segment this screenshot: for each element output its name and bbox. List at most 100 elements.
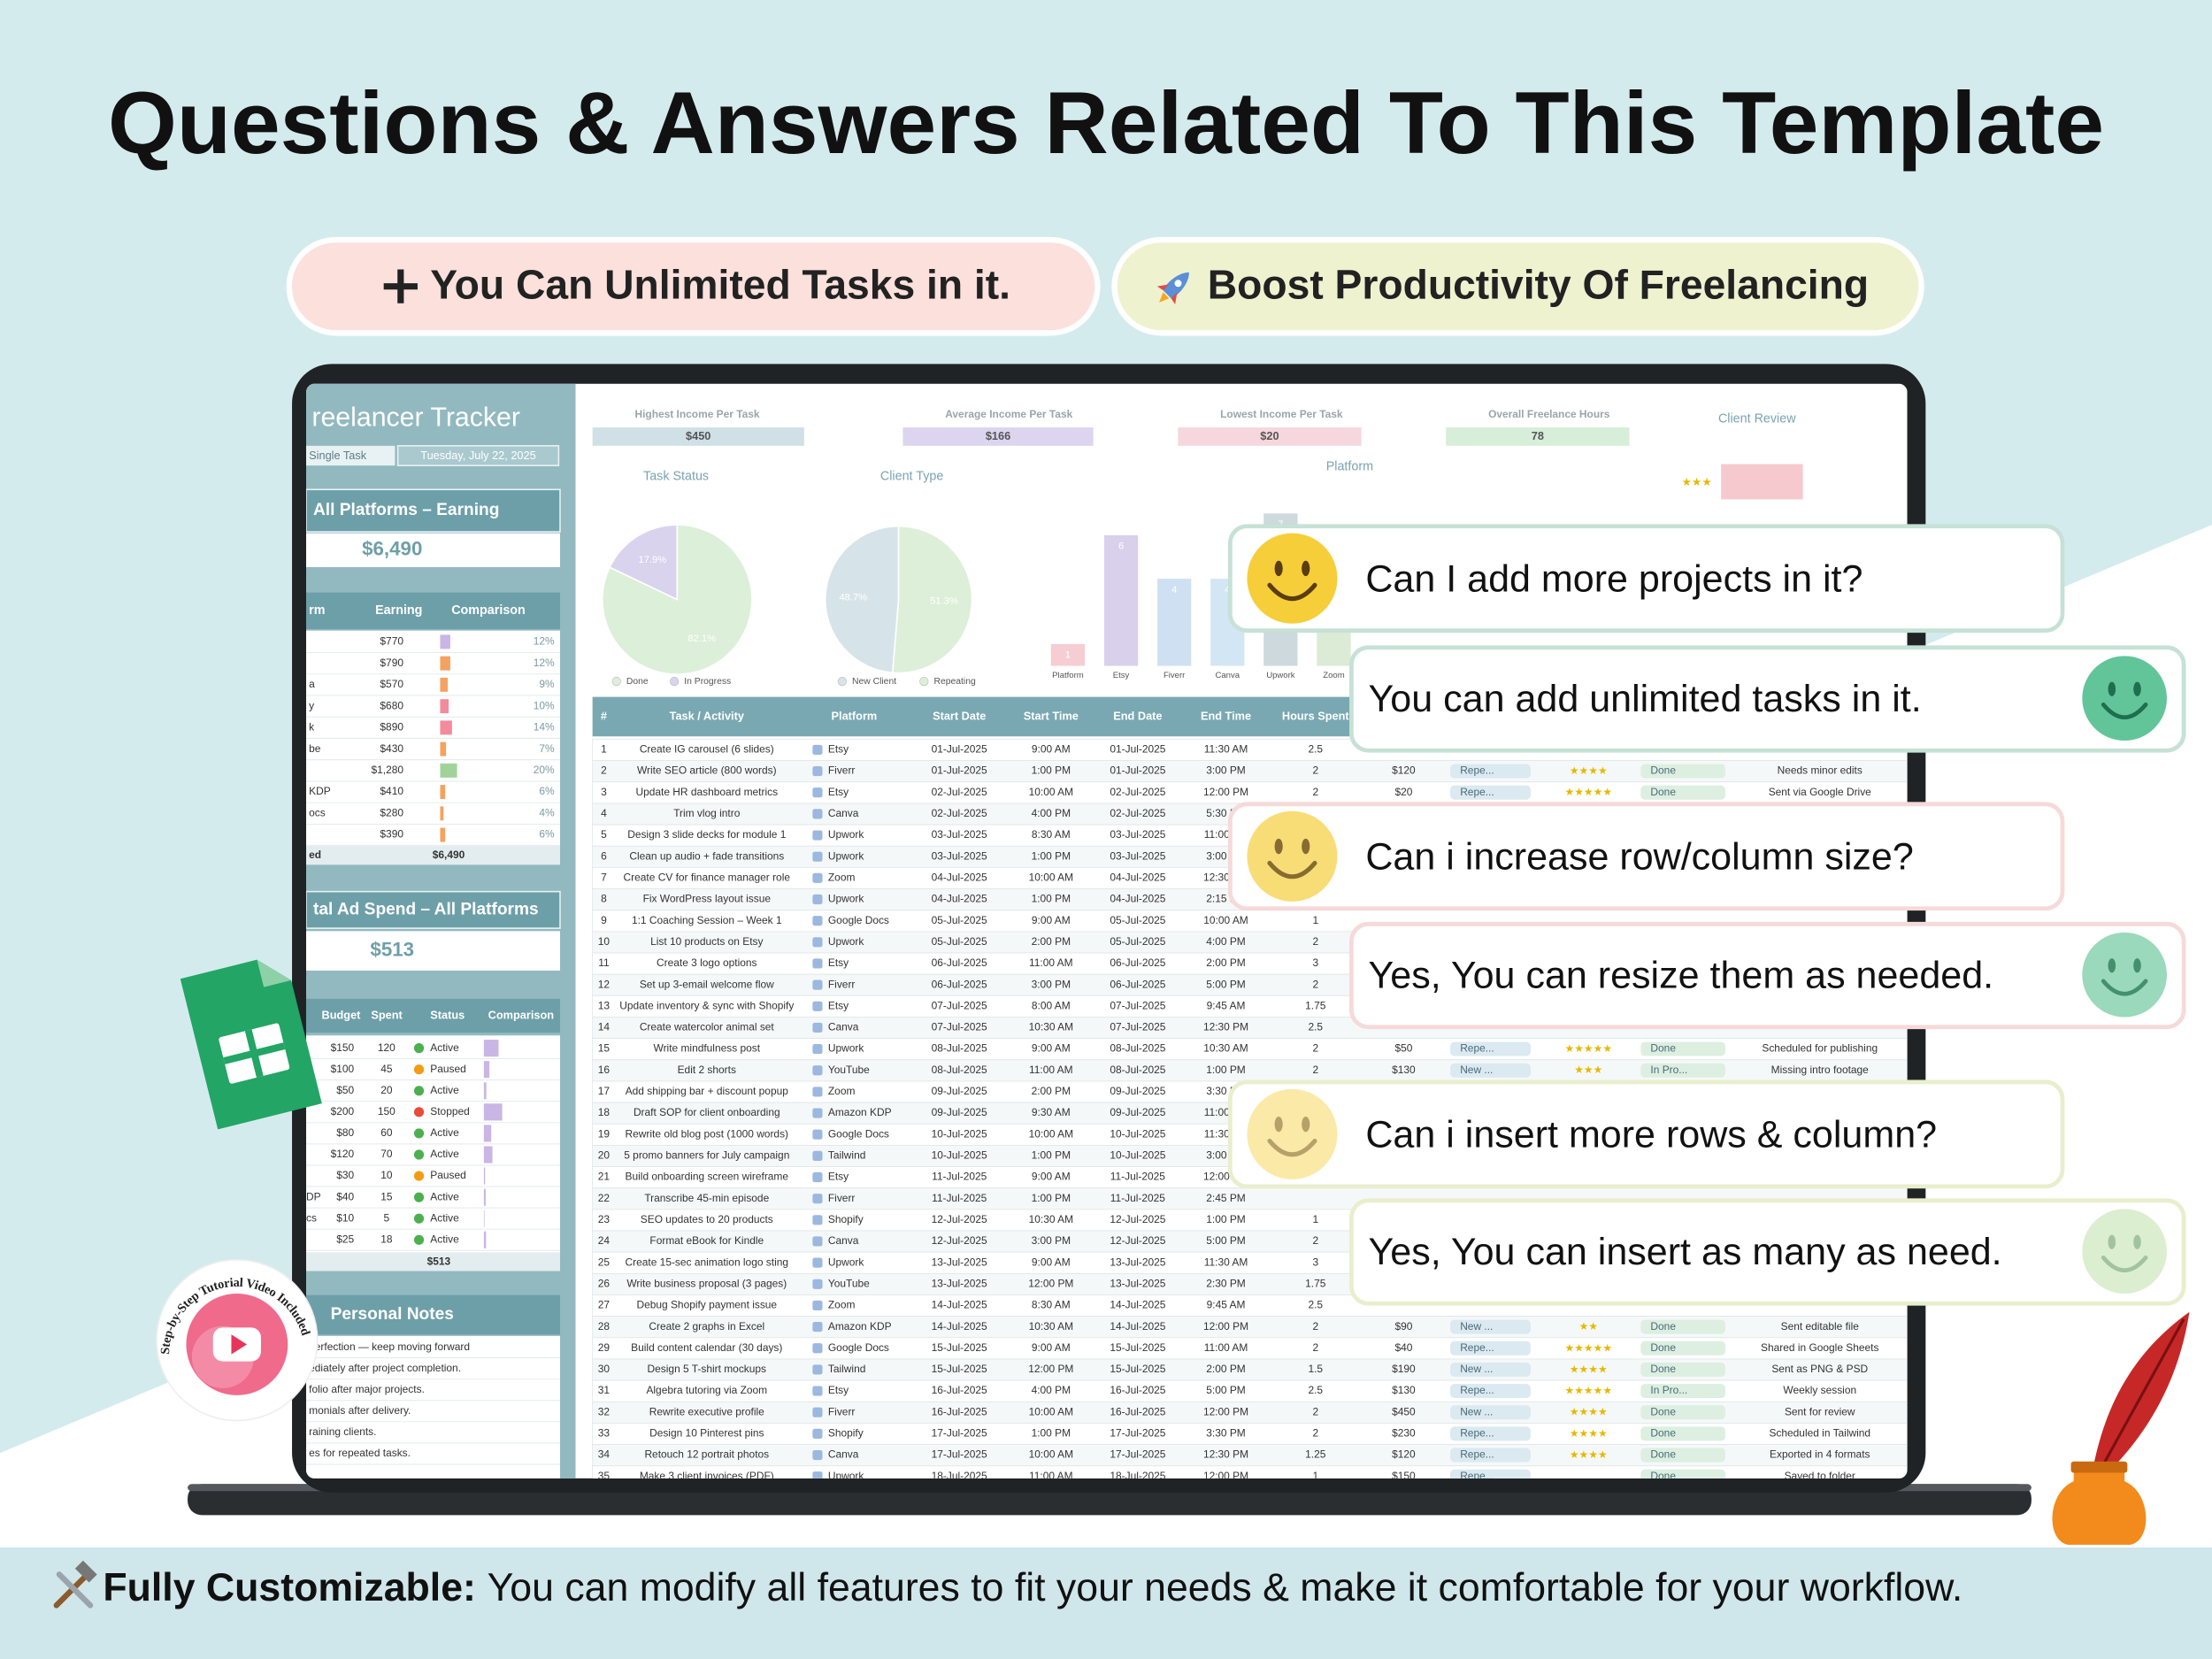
cell: ★★★ — [1574, 1064, 1602, 1076]
cell: Google Docs — [828, 1341, 889, 1354]
cell: 2:45 PM — [1206, 1192, 1245, 1204]
cell: Debug Shopify payment issue — [636, 1299, 777, 1311]
cell: 2 — [1312, 978, 1318, 990]
ink-pot — [2052, 1467, 2147, 1545]
cell: New ... — [1460, 1405, 1493, 1417]
card-label: Lowest Income Per Task — [1220, 408, 1343, 420]
cell: 06-Jul-2025 — [932, 978, 987, 990]
platform-icon — [812, 787, 823, 798]
row-name: cs — [306, 1211, 317, 1224]
pie-slice — [824, 525, 900, 674]
cell: 01-Jul-2025 — [1110, 764, 1165, 777]
cell: 12:30 PM — [1203, 1448, 1248, 1461]
cell: 3:00 PM — [1032, 978, 1071, 990]
cell: 11:30 AM — [1204, 743, 1248, 756]
cell: Saved to folder — [1785, 1470, 1855, 1482]
cell: 14-Jul-2025 — [1110, 1320, 1165, 1333]
cell: Tailwind — [828, 1149, 865, 1162]
comparison-bar — [440, 699, 449, 714]
cell: 02-Jul-2025 — [1110, 786, 1165, 798]
platform-icon — [812, 1194, 823, 1204]
cell: 1 — [1312, 1470, 1318, 1482]
share-label: 10% — [534, 699, 555, 711]
budget: $200 — [331, 1105, 355, 1118]
slice-label: 48.7% — [839, 592, 867, 603]
platform-icon — [812, 1129, 823, 1140]
cell: 9:00 AM — [1032, 1256, 1071, 1268]
cell: Design 10 Pinterest pins — [649, 1427, 764, 1440]
cell: Scheduled in Tailwind — [1769, 1427, 1870, 1440]
footer-text: Fully Customizable: You can modify all fe… — [103, 1566, 1962, 1609]
cell: 15-Jul-2025 — [1110, 1363, 1165, 1375]
pie-slice — [609, 524, 679, 601]
mode: Single Task — [309, 449, 367, 462]
cell: Etsy — [828, 786, 849, 798]
cell: 2:30 PM — [1206, 1277, 1245, 1289]
cell: 2.5 — [1308, 743, 1323, 756]
cell: 30 — [598, 1363, 611, 1375]
cell: Fiverr — [828, 978, 856, 990]
cell: Retouch 12 portrait photos — [644, 1448, 769, 1461]
cell: 5 — [601, 828, 607, 841]
cell: 14 — [598, 1021, 611, 1033]
earning: $680 — [380, 699, 403, 711]
cell: 18-Jul-2025 — [1110, 1470, 1165, 1482]
cell: 10:00 AM — [1029, 872, 1073, 884]
column-header: Status — [430, 1008, 465, 1021]
cell: 5:00 PM — [1206, 1384, 1245, 1396]
cell: Canva — [828, 1448, 859, 1461]
cell: 12:00 PM — [1203, 786, 1248, 798]
earning: $570 — [380, 678, 403, 690]
cell: 4:00 PM — [1206, 935, 1245, 948]
cell: 1:00 PM — [1032, 764, 1071, 777]
card-label: Highest Income Per Task — [634, 408, 759, 420]
cell: Zoom — [828, 1299, 856, 1311]
section-title: Personal Notes — [331, 1305, 454, 1324]
note-line: ediately after project completion. — [309, 1362, 461, 1374]
answer-bubble — [1349, 921, 2186, 1030]
cell: 8 — [601, 893, 607, 905]
cell: Build content calendar (30 days) — [631, 1341, 782, 1354]
cell: 3 — [1312, 956, 1318, 969]
cell-pill — [1450, 785, 1531, 800]
cell: 13-Jul-2025 — [932, 1277, 987, 1289]
platform-icon — [812, 1236, 823, 1247]
cell: ★★★★★ — [1565, 1385, 1613, 1397]
status-dot — [413, 1064, 425, 1075]
emoji-smile — [2101, 703, 2148, 719]
emoji-face — [2082, 1209, 2167, 1294]
column-header: # — [601, 709, 607, 722]
cell: Upwork — [828, 849, 864, 862]
comparison-bar — [440, 634, 450, 649]
cell: Canva — [828, 1234, 859, 1247]
question: Can i insert more rows & column? — [1365, 1113, 1937, 1156]
cell: Format eBook for Kindle — [649, 1234, 764, 1247]
cell: 07-Jul-2025 — [932, 999, 987, 1011]
spent: 20 — [380, 1084, 393, 1096]
cell: Done — [1650, 1448, 1676, 1461]
earning: $790 — [380, 657, 403, 669]
platform-icon — [812, 744, 823, 755]
card-value: 78 — [1532, 429, 1544, 442]
legend-label: In Progress — [684, 677, 731, 687]
row-name: ocs — [309, 806, 326, 818]
comparison-bar — [483, 1167, 486, 1185]
cell: Draft SOP for client onboarding — [634, 1106, 780, 1118]
cell: 16-Jul-2025 — [1110, 1384, 1165, 1396]
cell: Sent editable file — [1781, 1320, 1860, 1333]
cell: ★★★★ — [1570, 1427, 1608, 1440]
cell: ★★★★★ — [1565, 1042, 1613, 1055]
cell: 11:00 AM — [1029, 1064, 1073, 1076]
cell: In Pro... — [1650, 1064, 1687, 1076]
play-triangle — [231, 1334, 248, 1355]
cell: 14-Jul-2025 — [932, 1299, 987, 1311]
cell: 10 — [598, 935, 611, 948]
platform-icon — [812, 1257, 823, 1268]
cell: 06-Jul-2025 — [932, 956, 987, 969]
budget: $100 — [331, 1063, 355, 1075]
emoji-eye — [1302, 560, 1310, 577]
cell: Zoom — [828, 872, 856, 884]
cell: 12:00 PM — [1203, 1320, 1248, 1333]
comparison-bar — [483, 1146, 493, 1164]
cell: ★★★★★ — [1565, 786, 1613, 798]
